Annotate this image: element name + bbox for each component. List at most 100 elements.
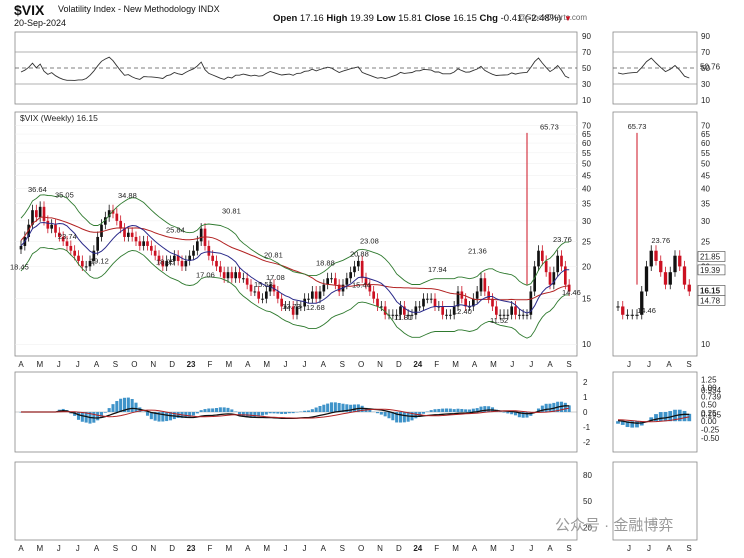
x-axis-label-bottom: A <box>94 544 100 553</box>
macd-right-tick-label: 1.25 <box>701 375 717 384</box>
macd-histogram-bar <box>195 412 199 414</box>
chg-value: -0.41 (-2.48%) <box>500 13 562 24</box>
candle-body <box>303 298 307 307</box>
candle-body <box>126 232 130 237</box>
x-axis-label: M <box>452 360 459 369</box>
candle-body <box>153 250 157 256</box>
x-axis-label: J <box>510 360 514 369</box>
macd-histogram-bar <box>149 412 153 420</box>
price-right-tick-label: 70 <box>701 122 710 131</box>
macd-histogram-bar <box>280 412 284 414</box>
macd-histogram-bar <box>464 409 468 412</box>
macd-histogram-bar <box>521 412 525 418</box>
candle-body <box>180 260 184 267</box>
macd-histogram-bar <box>268 412 272 414</box>
candle-body <box>537 250 540 267</box>
macd-histogram-bar <box>96 412 100 421</box>
candle-body <box>391 314 395 316</box>
macd-histogram-bar <box>567 405 571 412</box>
right-macd-histogram-bar <box>654 414 658 422</box>
chg-label: Chg <box>479 13 498 24</box>
price-tick-label: 40 <box>582 185 591 194</box>
candle-body <box>111 210 115 214</box>
x-axis-label: A <box>547 360 553 369</box>
candle-body <box>207 245 211 256</box>
candle-body <box>77 255 80 261</box>
candle-body <box>222 272 226 279</box>
macd-histogram-bar <box>291 412 295 414</box>
macd-histogram-bar <box>337 402 341 412</box>
right-candle-body <box>668 272 672 285</box>
x-axis-label-bottom: M <box>226 544 233 553</box>
macd-histogram-bar <box>536 408 541 412</box>
macd-right-tick-label: 0.739 <box>701 392 722 401</box>
macd-histogram-bar <box>383 412 387 417</box>
macd-histogram-bar <box>214 408 219 412</box>
candle-body <box>337 284 341 292</box>
candle-body <box>563 266 567 285</box>
candle-body <box>226 272 230 279</box>
candle-body <box>88 260 92 267</box>
price-annotation: 14.46 <box>562 288 581 297</box>
macd-histogram-bar <box>487 406 491 412</box>
macd-histogram-bar <box>126 397 130 412</box>
right-candle-body <box>625 314 630 316</box>
macd-right-tick-label: 0.195 <box>701 411 722 420</box>
macd-histogram-bar <box>207 408 211 412</box>
macd-right-tick-label: 1.00 <box>701 384 717 393</box>
macd-histogram-bar <box>475 408 479 412</box>
low-label: Low <box>376 13 396 24</box>
candle-body <box>149 245 153 251</box>
right-x-axis-label-bottom: A <box>666 544 672 553</box>
candle-body <box>418 306 422 308</box>
price-tick-label: 70 <box>582 122 591 131</box>
candle-body <box>264 291 268 299</box>
macd-histogram-bar <box>460 408 464 412</box>
candle-body <box>567 284 571 292</box>
candle-body <box>73 250 77 256</box>
candle-body <box>157 255 161 261</box>
candle-body <box>176 255 180 261</box>
candle-body <box>138 241 142 246</box>
right-macd-histogram-bar <box>682 410 687 422</box>
x-axis-label: A <box>245 360 251 369</box>
price-annotation: 12.40 <box>453 307 472 316</box>
ohlc-line: Open 17.16 High 19.39 Low 15.81 Close 16… <box>273 13 572 24</box>
x-axis-label-bottom: J <box>57 544 61 553</box>
rsi-tick-label: 10 <box>582 96 591 105</box>
x-axis-label-bottom: M <box>490 544 497 553</box>
price-annotation: 21.36 <box>468 246 487 255</box>
x-axis-label-bottom: F <box>434 544 439 553</box>
rsi-right-tick-label: 10 <box>701 96 710 105</box>
x-axis-label-bottom: D <box>169 544 175 553</box>
candle-body <box>521 314 525 316</box>
macd-histogram-bar <box>402 412 406 423</box>
macd-right-tick-label: -0.50 <box>701 434 720 443</box>
candle-body <box>368 284 372 292</box>
macd-histogram-bar <box>517 412 521 418</box>
right-macd-histogram-bar <box>635 421 639 428</box>
right-candle-body <box>687 284 691 292</box>
macd-histogram-bar <box>314 407 318 412</box>
candle-body <box>491 298 494 307</box>
macd-histogram-bar <box>513 412 518 416</box>
candle-body <box>34 210 38 218</box>
candle-body <box>517 314 521 316</box>
candle-body <box>42 206 46 221</box>
right-macd-histogram-bar <box>616 421 620 424</box>
price-annotation: 12.68 <box>306 303 325 312</box>
macd-histogram-bar <box>241 412 245 417</box>
candle-body <box>115 213 119 221</box>
macd-histogram-bar <box>391 412 395 421</box>
candle-body <box>307 298 310 300</box>
chart-name: Volatility Index - New Methodology INDX <box>58 4 220 14</box>
macd-histogram-bar <box>375 412 380 414</box>
candle-body <box>395 314 399 316</box>
candle-body <box>479 278 483 292</box>
candle-body <box>506 314 510 316</box>
macd-histogram-bar <box>184 412 188 418</box>
x-axis-label: D <box>169 360 175 369</box>
macd-histogram-bar <box>452 409 456 412</box>
x-axis-label-bottom: O <box>131 544 137 553</box>
price-annotation: 15.53 <box>254 280 273 289</box>
